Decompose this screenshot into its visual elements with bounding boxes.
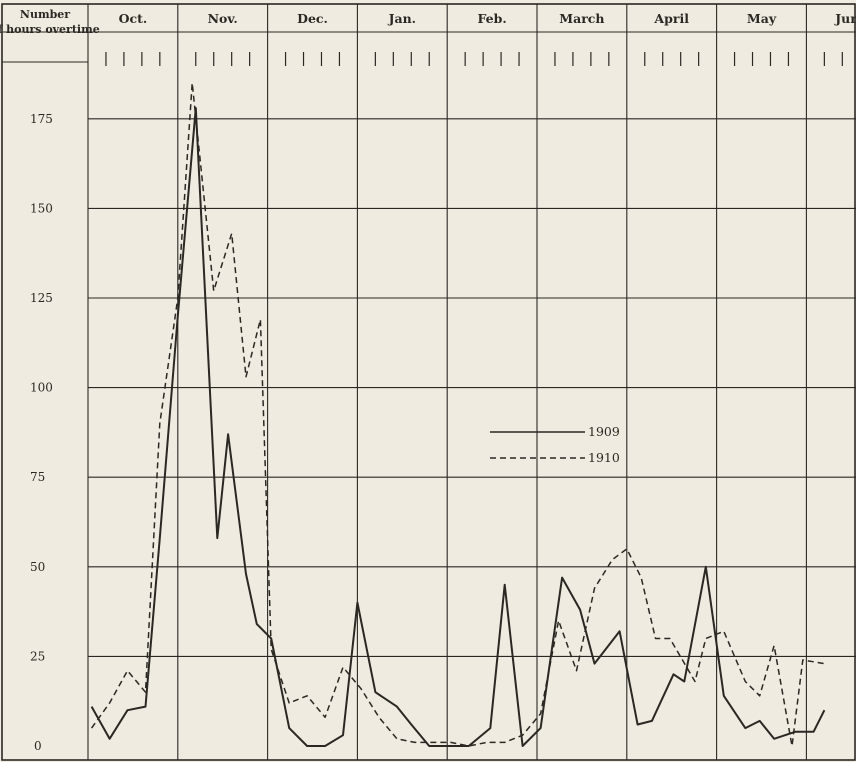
series-line-1909: [90, 107, 826, 747]
month-label: Feb.: [477, 11, 506, 26]
legend-label-1910: 1910: [588, 450, 620, 465]
month-header: Oct.Nov.Dec.Jan.Feb.MarchAprilMayJuneJul…: [105, 11, 856, 66]
month-label: Nov.: [208, 11, 238, 26]
month-label: April: [653, 11, 689, 26]
chart-frame: [1, 3, 856, 761]
month-label: June: [834, 11, 856, 26]
legend: 1909 1910: [490, 424, 620, 465]
y-tick-label: 175: [30, 112, 53, 126]
series-line-1910: [90, 82, 825, 747]
y-tick-label: 75: [30, 470, 45, 484]
y-tick-label: 125: [30, 291, 53, 305]
y-tick-label: 0: [34, 739, 42, 753]
y-tick-label: 150: [30, 201, 53, 215]
y-axis-title-line: of hours overtime: [0, 23, 100, 36]
month-label: Dec.: [297, 11, 328, 26]
y-axis: Number of hours overtime 0 25 50 75 100 125 150 1…: [0, 8, 100, 753]
month-label: May: [747, 11, 777, 26]
series: [90, 82, 826, 747]
y-axis-title-line: Number: [20, 8, 70, 21]
month-label: Jan.: [388, 11, 416, 26]
y-tick-label: 100: [30, 381, 53, 395]
y-tick-label: 25: [30, 649, 45, 663]
month-label: March: [559, 11, 604, 26]
y-tick-label: 50: [30, 560, 45, 574]
month-label: Oct.: [119, 11, 148, 26]
legend-label-1909: 1909: [588, 424, 620, 439]
